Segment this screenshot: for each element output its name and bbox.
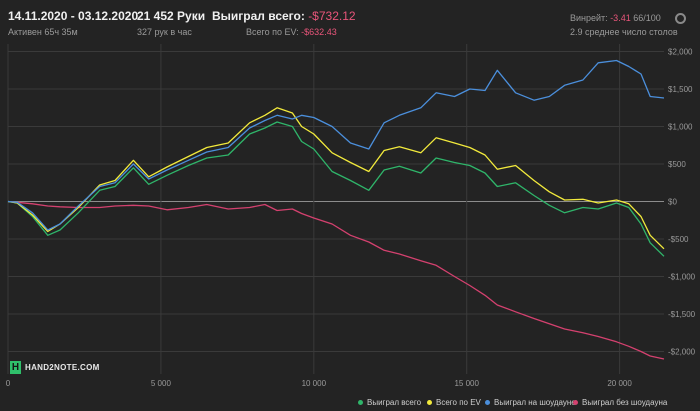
winrate: Винрейт: -3.41 66/100 (570, 13, 661, 23)
legend-item-non-showdown[interactable]: Выиграл без шоудауна (573, 398, 667, 407)
active-time: Активен 65ч 35м (8, 27, 78, 37)
graph-chart: $2,000 $1,500 $1,000 $500 $0 -$500 -$1,000 -$1,… (6, 44, 696, 388)
legend-item-showdown[interactable]: Выиграл на шоудауне (485, 398, 576, 407)
y-tick-label: $500 (668, 160, 686, 169)
legend-dot (358, 400, 363, 406)
tables-average: 2.9 среднее число столов (570, 27, 678, 37)
y-tick-label: -$2,000 (668, 348, 696, 357)
hand2note-logo: H HAND2NOTE.COM (10, 361, 100, 374)
stats-header: 14.11.2020 - 03.12.2020 Активен 65ч 35м … (0, 0, 700, 44)
y-tick-label: -$1,000 (668, 273, 696, 282)
won-total-value: -$732.12 (308, 9, 356, 23)
legend-item-ev[interactable]: Всего по EV (427, 398, 481, 407)
hands-per-hour: 327 рук в час (137, 27, 192, 37)
y-tick-label: $1,000 (668, 123, 693, 132)
y-tick-label: -$1,500 (668, 310, 696, 319)
y-tick-label: $2,000 (668, 48, 693, 57)
ev-value: -$632.43 (301, 27, 337, 37)
winrate-label: Винрейт: (570, 13, 608, 23)
series-line-won-total (7, 121, 665, 257)
x-tick-label: 10 000 (302, 379, 327, 388)
x-tick-label: 15 000 (454, 379, 479, 388)
won-total-label: Выиграл всего: (212, 9, 305, 23)
series-line-ev (7, 107, 665, 250)
hand2note-logo-icon: H (10, 361, 21, 374)
legend-label-showdown: Выиграл на шоудауне (494, 398, 576, 407)
x-tick-label: 20 000 (607, 379, 632, 388)
ev-total: Всего по EV: -$632.43 (246, 27, 337, 37)
series-line-showdown (7, 59, 665, 231)
legend-dot (573, 400, 578, 406)
series-line-non-showdown (7, 200, 665, 360)
legend-label-ev: Всего по EV (436, 398, 481, 407)
hand2note-logo-text: HAND2NOTE.COM (25, 363, 100, 372)
chart-legend: Выиграл всего Всего по EV Выиграл на шоу… (0, 398, 700, 410)
date-range: 14.11.2020 - 03.12.2020 (8, 9, 139, 23)
legend-label-won-total: Выиграл всего (367, 398, 422, 407)
won-total: Выиграл всего: -$732.12 (212, 9, 356, 23)
x-tick-label: 5 000 (151, 379, 172, 388)
ev-label: Всего по EV: (246, 27, 299, 37)
hands-count: 21 452 Руки (137, 9, 206, 23)
legend-item-won-total[interactable]: Выиграл всего (358, 398, 421, 407)
winrate-value: -3.41 (610, 13, 631, 23)
x-tick-label: 0 (6, 379, 11, 388)
gear-icon[interactable] (675, 13, 686, 24)
y-tick-label: -$500 (668, 235, 689, 244)
winrate-unit: 66/100 (633, 13, 661, 23)
y-tick-label: $1,500 (668, 85, 693, 94)
legend-label-non-showdown: Выиграл без шоудауна (582, 398, 668, 407)
y-tick-label: $0 (668, 198, 677, 207)
legend-dot (485, 400, 490, 406)
legend-dot (427, 400, 432, 406)
